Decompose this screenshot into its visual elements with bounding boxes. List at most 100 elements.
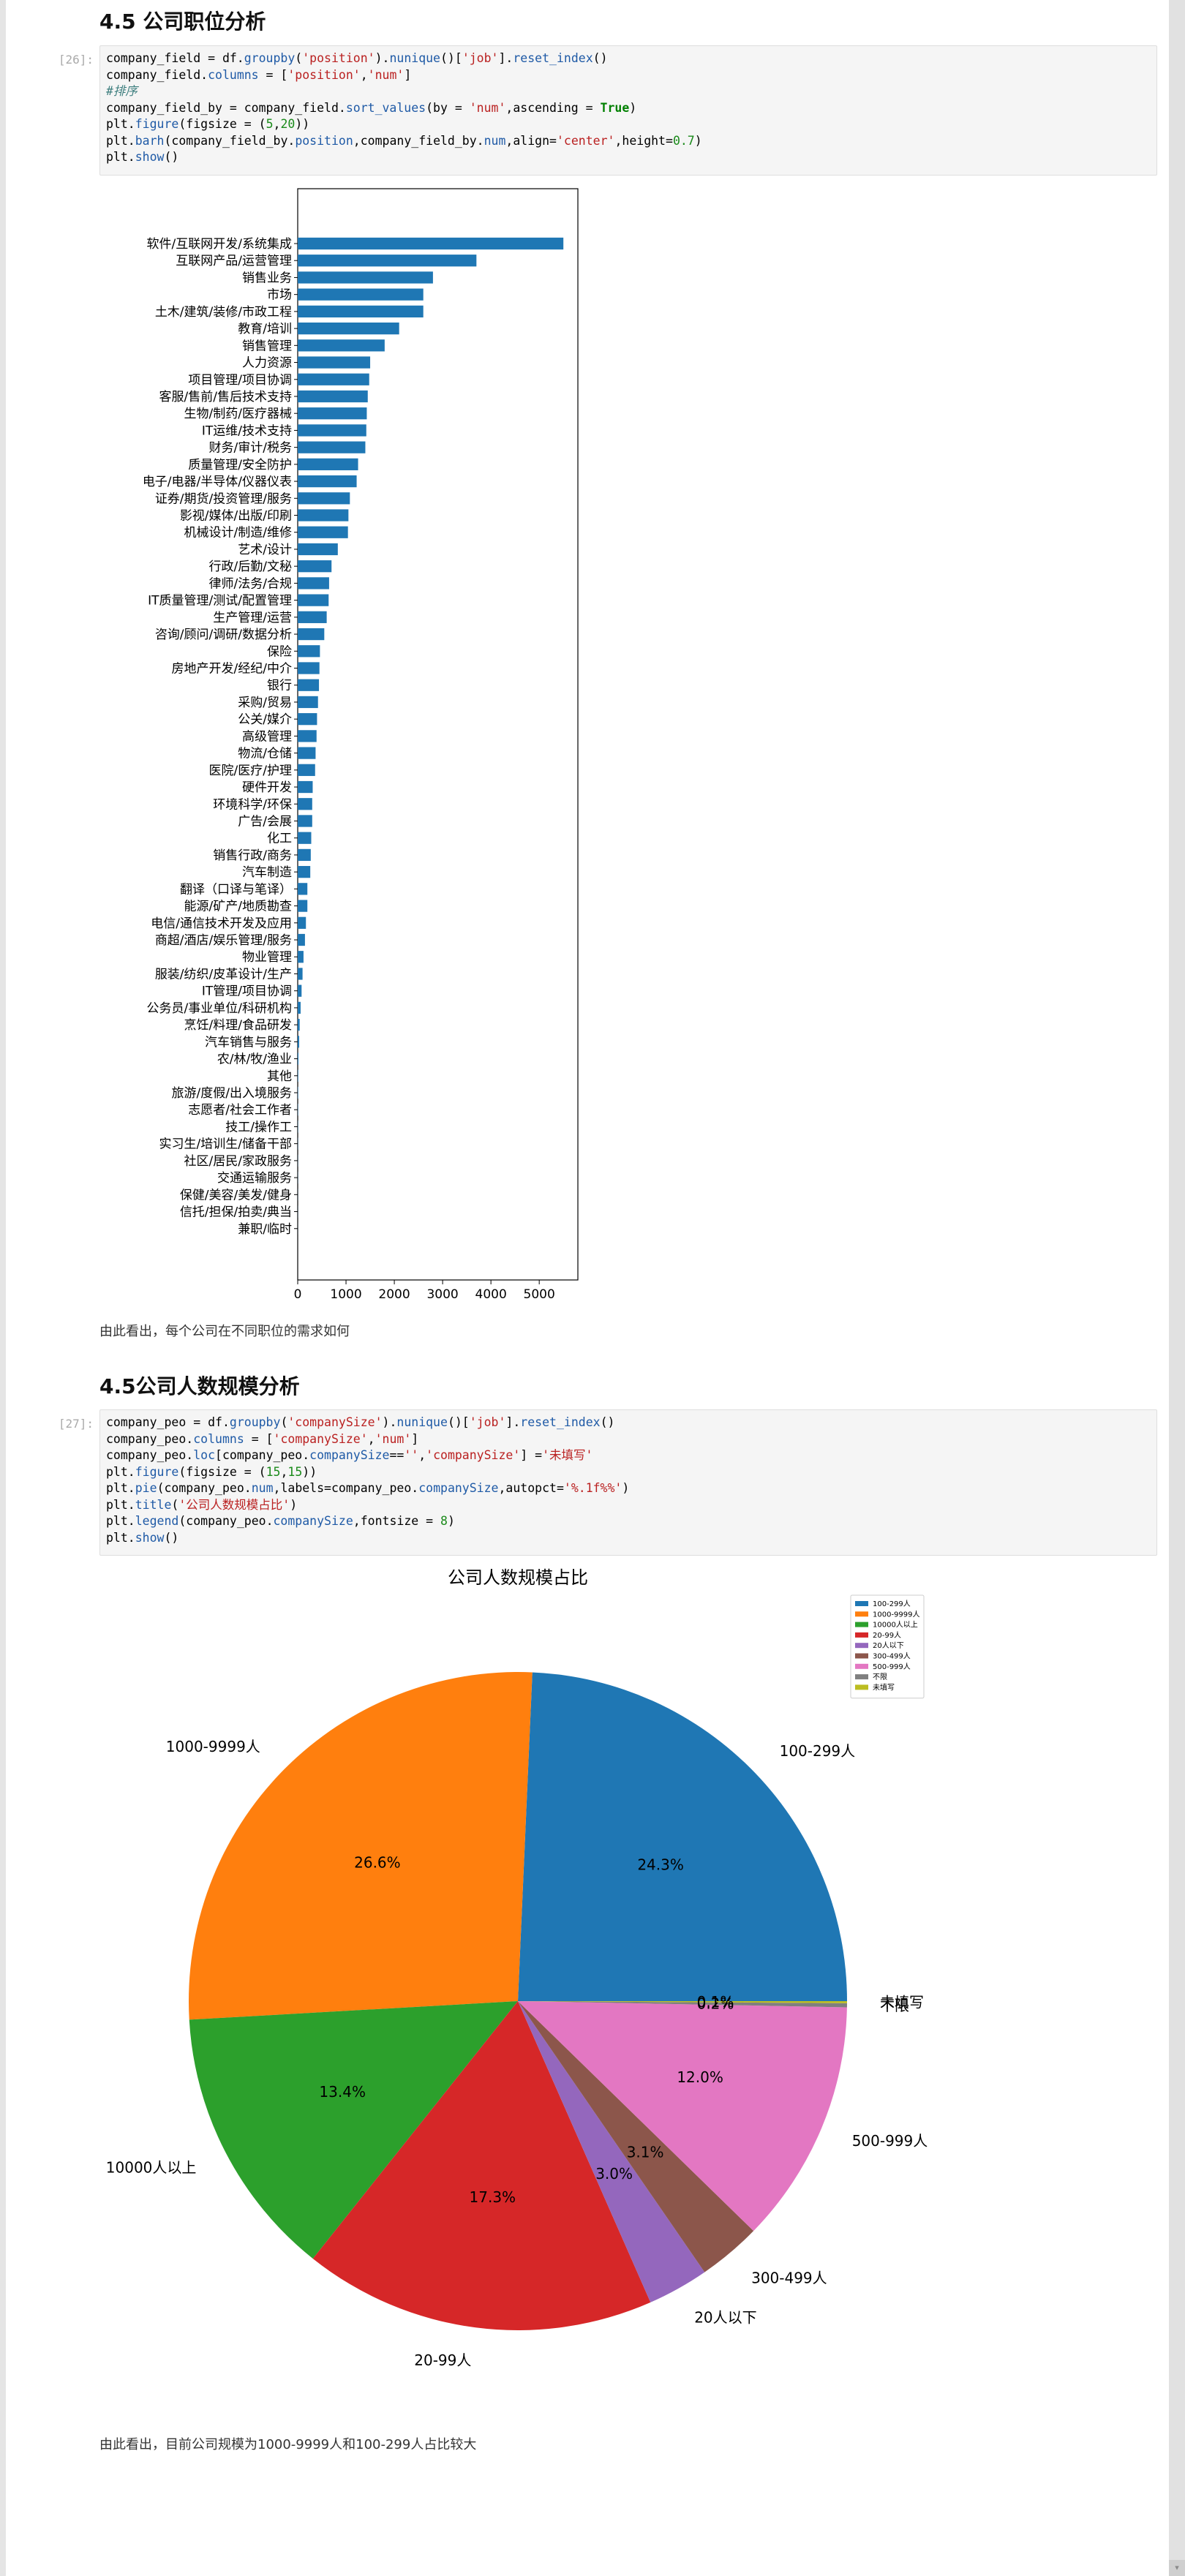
- code-token: 'num': [367, 67, 405, 82]
- x-tick-label: 4000: [475, 1287, 507, 1302]
- code-line: plt.barh(company_field_by.position,compa…: [106, 133, 1151, 150]
- pie-label: 300-499人: [751, 2269, 827, 2286]
- y-tick-label: 银行: [267, 679, 292, 693]
- code-token: (): [164, 150, 179, 164]
- y-tick-label: IT运维/技术支持: [202, 423, 292, 438]
- code-token: sort_values: [345, 100, 426, 115]
- code-line: plt.show(): [106, 1530, 1151, 1547]
- y-tick-label: 律师/法务/合规: [209, 576, 292, 591]
- code-token: title: [135, 1497, 172, 1512]
- legend-label: 500-999人: [873, 1662, 911, 1671]
- code-token: companySize: [309, 1448, 390, 1462]
- code-token: ].: [505, 1415, 521, 1429]
- code-token: pie: [135, 1481, 157, 1495]
- y-tick-label: 医院/医疗/护理: [209, 764, 292, 778]
- y-tick-label: 硬件开发: [242, 780, 292, 795]
- bar-41: [298, 933, 305, 946]
- code-token: columns: [193, 1431, 244, 1446]
- bar-13: [298, 458, 358, 470]
- code-token: 'center': [556, 133, 615, 148]
- y-tick-label: 旅游/度假/出入境服务: [172, 1086, 292, 1101]
- pie-slice-5: [518, 2001, 754, 2272]
- pie-slice-4: [518, 2001, 705, 2302]
- bar-33: [298, 798, 312, 810]
- pie-pct-label: 24.3%: [637, 1856, 684, 1873]
- code-token: company_field_by = company_field.: [106, 100, 346, 115]
- code-token: reset_index: [520, 1415, 601, 1429]
- y-tick-label: 信托/担保/拍卖/典当: [180, 1205, 292, 1220]
- bar-34: [298, 815, 312, 827]
- code-token: (: [295, 51, 303, 65]
- code-token: legend: [135, 1514, 179, 1528]
- code-token: figure: [135, 1464, 179, 1479]
- y-tick-label: 保健/美容/美发/健身: [180, 1188, 292, 1202]
- bar-0: [298, 237, 564, 250]
- y-tick-label: 电子/电器/半导体/仪器仪表: [143, 475, 292, 489]
- scroll-down-arrow-icon[interactable]: ▾: [1169, 2560, 1185, 2576]
- pie-legend-box: [850, 1594, 925, 1699]
- code-cell-size[interactable]: company_peo = df.groupby('companySize').…: [99, 1409, 1157, 1556]
- y-tick-label: 软件/互联网开发/系统集成: [147, 237, 292, 252]
- code-token: ,autopct=: [498, 1481, 564, 1495]
- bar-45: [298, 1001, 301, 1014]
- pie-slice-1: [189, 1672, 533, 2020]
- bar-19: [298, 560, 332, 573]
- y-tick-label: 咨询/顾问/调研/数据分析: [155, 628, 292, 642]
- legend-label: 不限: [873, 1673, 887, 1681]
- code-token: company_peo.: [106, 1431, 194, 1446]
- code-token: [company_peo.: [215, 1448, 310, 1462]
- code-token: groupby: [229, 1415, 281, 1429]
- code-token: ,: [273, 117, 281, 131]
- code-token: (figsize = (: [178, 1464, 266, 1479]
- bar-40: [298, 916, 306, 929]
- vertical-scrollbar[interactable]: ▾: [1169, 0, 1185, 2576]
- bar-24: [298, 645, 320, 658]
- code-token: (company_field_by.: [164, 133, 296, 148]
- legend-label: 20-99人: [873, 1631, 901, 1640]
- code-token: (company_peo.: [178, 1514, 274, 1528]
- code-token: ,: [418, 1448, 426, 1462]
- cell-prompt-26: [26]:: [58, 53, 94, 67]
- code-token: ).: [382, 1415, 397, 1429]
- position-note: 由此看出，每个公司在不同职位的需求如何: [99, 1324, 350, 1339]
- code-token: plt.: [106, 1514, 135, 1528]
- bar-12: [298, 441, 366, 453]
- y-tick-label: 翻译（口译与笔译）: [180, 882, 292, 897]
- bar-3: [298, 288, 424, 301]
- code-token: 'companySize': [287, 1415, 383, 1429]
- bar-46: [298, 1018, 300, 1031]
- y-tick-label: 物业管理: [242, 950, 292, 965]
- code-token: show: [135, 1530, 165, 1545]
- y-tick-label: 商超/酒店/娱乐管理/服务: [155, 933, 292, 948]
- y-tick-label: 土木/建筑/装修/市政工程: [155, 305, 292, 320]
- pie-label: 未填写: [880, 1994, 924, 2011]
- y-tick-label: 汽车销售与服务: [205, 1035, 292, 1050]
- y-tick-label: 环境科学/环保: [213, 797, 292, 812]
- bar-25: [298, 662, 320, 674]
- pie-slice-8: [518, 2001, 847, 2003]
- code-token: True: [600, 100, 630, 115]
- y-tick-label: 教育/培训: [238, 322, 292, 336]
- pie-pct-label: 0.2%: [697, 1995, 734, 2012]
- code-token: (): [164, 1530, 179, 1545]
- code-token: ,align=: [505, 133, 557, 148]
- legend-swatch: [855, 1663, 868, 1669]
- y-tick-label: 市场: [267, 288, 292, 303]
- pie-label: 500-999人: [852, 2132, 928, 2150]
- code-cell-position[interactable]: company_field = df.groupby('position').n…: [99, 45, 1157, 176]
- y-tick-label: 销售业务: [242, 271, 292, 285]
- code-token: 'num': [469, 100, 506, 115]
- bar-27: [298, 696, 318, 709]
- code-token: plt.: [106, 1481, 135, 1495]
- y-tick-label: 技工/操作工: [225, 1120, 292, 1134]
- bar-2: [298, 271, 433, 284]
- y-tick-label: 服装/纺织/皮革设计/生产: [155, 967, 292, 982]
- y-tick-label: 能源/矿产/地质勘查: [184, 900, 292, 914]
- code-token: ==: [389, 1448, 405, 1462]
- code-line: company_field.columns = ['position','num…: [106, 67, 1151, 84]
- bar-32: [298, 780, 313, 794]
- pie-pct-label: 3.0%: [595, 2165, 633, 2183]
- legend-swatch: [855, 1643, 868, 1649]
- code-token: position: [295, 133, 353, 148]
- legend-label: 20人以下: [873, 1641, 904, 1650]
